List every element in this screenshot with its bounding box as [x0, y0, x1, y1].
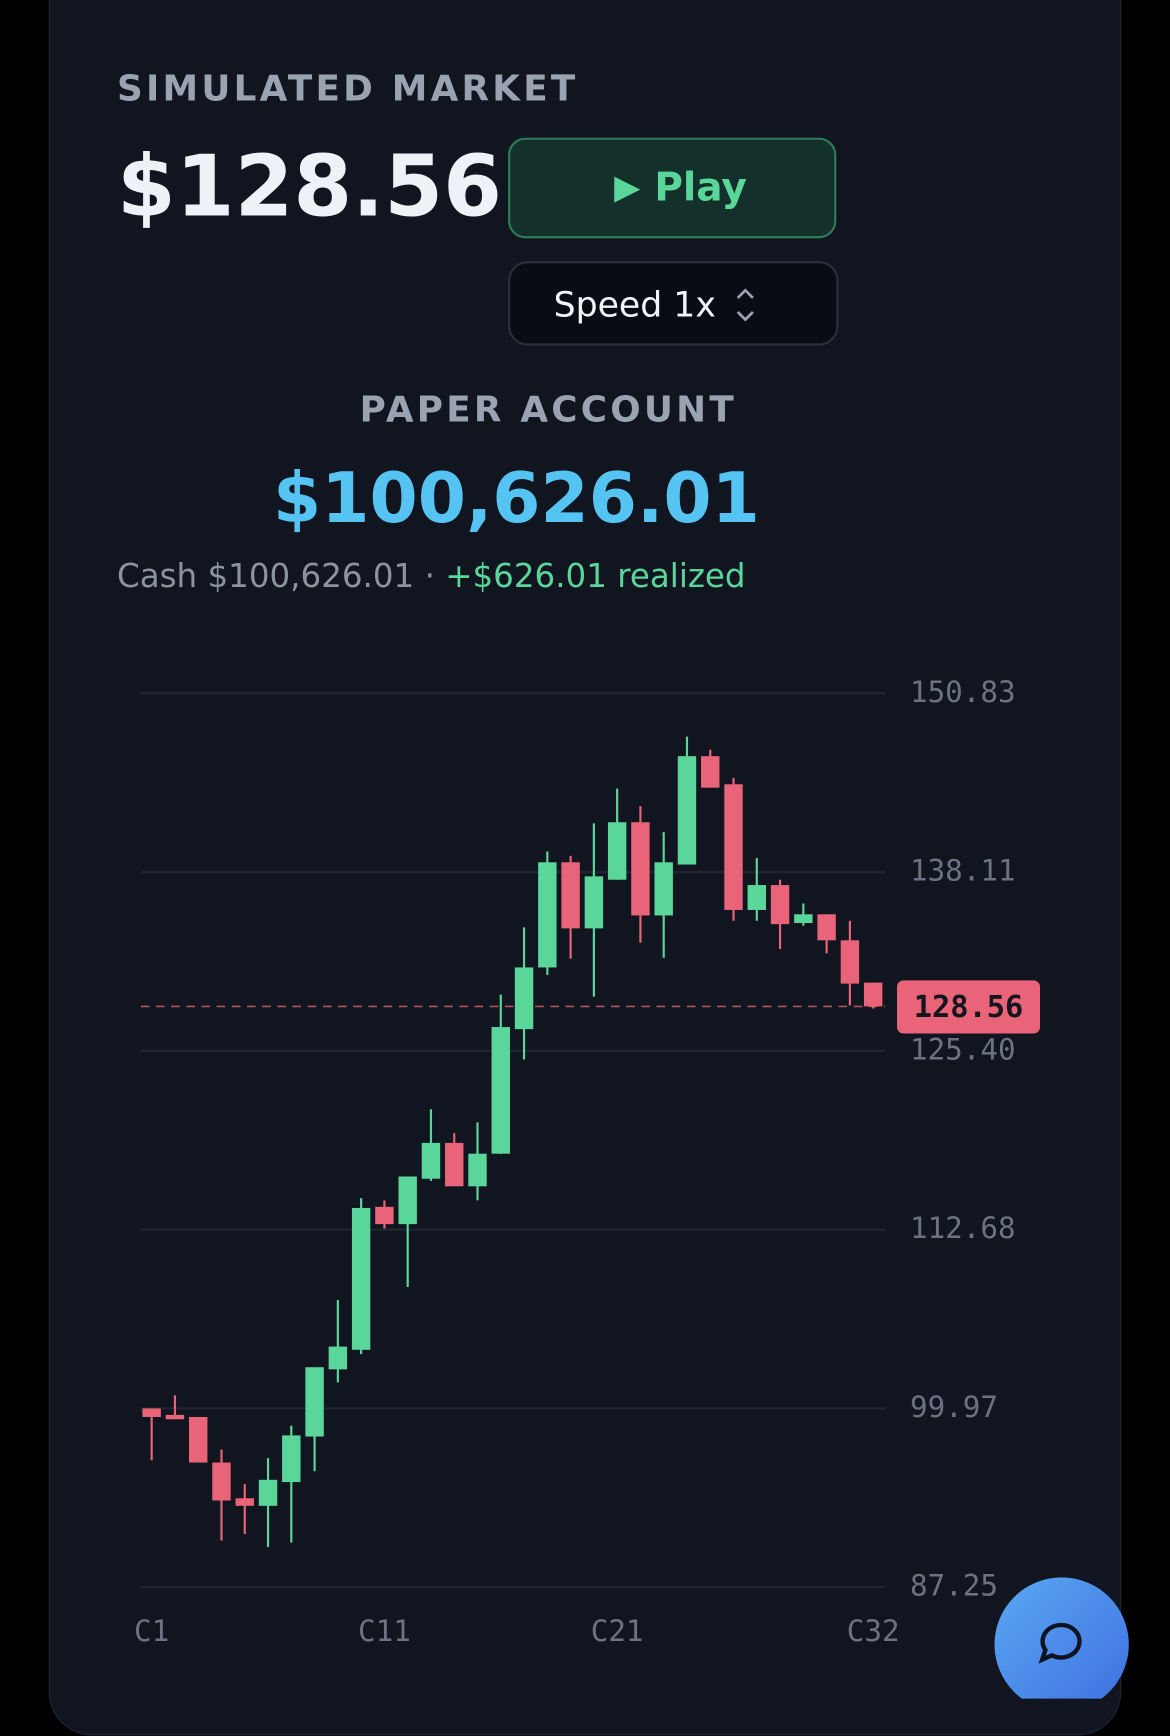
x-tick-label: C1	[134, 1614, 169, 1648]
candle-body	[375, 1206, 394, 1225]
candle-body	[631, 822, 650, 916]
candle-body	[235, 1498, 254, 1506]
account-label: PAPER ACCOUNT	[359, 387, 737, 431]
account-equity: $100,626.01	[272, 459, 760, 540]
y-tick-label: 87.25	[910, 1569, 998, 1603]
candle-body	[328, 1346, 348, 1370]
speed-label: Speed 1x	[553, 283, 716, 325]
candle-body	[538, 862, 557, 968]
cash: Cash $100,626.01	[116, 557, 415, 596]
realized-pnl: +$626.01 realized	[445, 557, 746, 596]
candle-body	[724, 784, 743, 910]
x-tick-label: C32	[847, 1614, 900, 1648]
candlestick-chart: 87.25 99.97 112.68 125.40 138.11 150.83 C1 C11 C…	[134, 675, 1040, 1648]
x-tick-label: C11	[358, 1614, 411, 1648]
candle-body	[468, 1153, 487, 1187]
cash-line: Cash $100,626.01 · +$626.01 realized	[117, 558, 746, 596]
candle-body	[398, 1176, 417, 1225]
candle-body	[701, 756, 720, 788]
play-label: Play	[654, 165, 747, 211]
candle-body	[514, 967, 534, 1030]
market-price: $128.56	[116, 138, 502, 237]
candle-body	[654, 862, 673, 916]
candle-body	[421, 1142, 441, 1179]
candle-body	[491, 1027, 510, 1154]
last-price-label: 128.56	[914, 990, 1024, 1025]
y-tick-label: 138.11	[910, 854, 1016, 888]
play-button[interactable]: Play	[508, 137, 837, 239]
candle-body	[351, 1207, 371, 1350]
candle-body	[561, 862, 580, 929]
candle-body	[142, 1408, 161, 1417]
candle-body	[445, 1142, 464, 1187]
candle-body	[770, 885, 790, 925]
x-tick-label: C21	[591, 1614, 644, 1648]
candle-body	[258, 1479, 278, 1506]
y-tick-label: 125.40	[910, 1032, 1016, 1066]
speed-select[interactable]: Speed 1x	[508, 261, 839, 346]
y-tick-label: 112.68	[910, 1211, 1016, 1245]
separator: ·	[424, 557, 435, 596]
play-icon	[614, 176, 641, 203]
candle-body	[794, 914, 813, 924]
candle-body	[747, 885, 767, 910]
candle-body	[584, 876, 604, 929]
candle-body	[607, 822, 627, 880]
last-price-badge	[896, 980, 1040, 1034]
candle-body	[840, 940, 860, 984]
candle-body	[677, 756, 697, 865]
candle-body	[817, 914, 836, 941]
candle-body	[863, 982, 883, 1007]
y-tick-label: 99.97	[910, 1390, 998, 1424]
y-tick-label: 150.83	[910, 675, 1016, 709]
candle-body	[189, 1416, 208, 1463]
page: SIMULATED MARKET $128.56 Play Speed 1x P…	[48, 0, 1129, 1736]
candle-body	[282, 1435, 301, 1483]
screen: SIMULATED MARKET $128.56 Play Speed 1x P…	[48, 0, 1129, 1736]
candle-body	[305, 1367, 324, 1437]
market-label: SIMULATED MARKET	[116, 67, 579, 110]
candle-body	[212, 1462, 231, 1501]
select-chevron	[736, 288, 754, 322]
candle-body	[165, 1414, 185, 1420]
